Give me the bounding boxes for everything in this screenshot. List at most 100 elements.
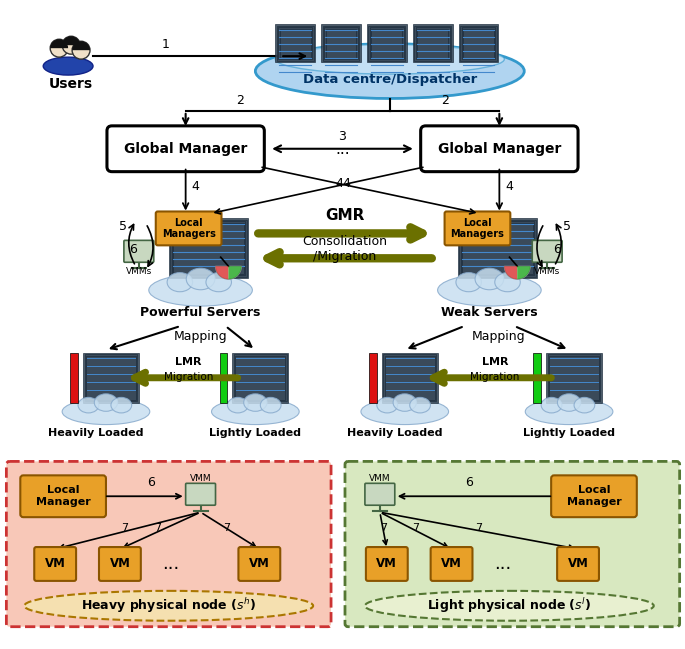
Text: 6: 6	[147, 476, 155, 489]
FancyBboxPatch shape	[557, 547, 599, 581]
FancyBboxPatch shape	[238, 547, 280, 581]
Text: Local
Managers: Local Managers	[451, 217, 504, 239]
FancyBboxPatch shape	[6, 461, 331, 627]
Text: 6: 6	[466, 476, 473, 489]
Text: 4: 4	[506, 180, 513, 193]
FancyBboxPatch shape	[21, 475, 106, 517]
Bar	[70, 353, 78, 402]
Text: LMR: LMR	[175, 357, 202, 367]
Bar	[325, 29, 356, 58]
Ellipse shape	[256, 43, 524, 99]
Text: Heavily Loaded: Heavily Loaded	[48, 428, 144, 437]
Bar	[458, 219, 537, 278]
Ellipse shape	[541, 397, 562, 413]
FancyBboxPatch shape	[366, 547, 408, 581]
Ellipse shape	[574, 397, 595, 413]
Text: VM: VM	[568, 557, 588, 570]
Bar	[462, 223, 533, 274]
Text: 7: 7	[412, 522, 419, 533]
Bar	[458, 24, 499, 62]
Ellipse shape	[43, 57, 93, 75]
Bar	[324, 27, 358, 59]
Text: VM: VM	[45, 557, 66, 570]
Bar	[548, 354, 601, 401]
Ellipse shape	[212, 398, 299, 424]
Text: 5: 5	[119, 221, 127, 234]
Text: Users: Users	[49, 77, 93, 91]
Text: GMR: GMR	[325, 208, 364, 223]
Ellipse shape	[206, 273, 232, 292]
FancyBboxPatch shape	[532, 240, 562, 262]
Text: Lightly Loaded: Lightly Loaded	[523, 428, 615, 437]
Ellipse shape	[475, 268, 503, 289]
Ellipse shape	[186, 268, 215, 289]
Ellipse shape	[95, 394, 118, 411]
Bar	[277, 26, 314, 60]
Ellipse shape	[167, 273, 192, 292]
Bar	[83, 353, 139, 402]
Bar	[84, 354, 137, 401]
Bar	[236, 356, 285, 400]
Ellipse shape	[149, 275, 252, 306]
Text: 2: 2	[440, 94, 449, 107]
Bar	[369, 353, 377, 402]
Ellipse shape	[227, 397, 248, 413]
FancyBboxPatch shape	[365, 484, 395, 505]
Text: 7: 7	[223, 522, 231, 533]
FancyBboxPatch shape	[551, 475, 637, 517]
Text: 6: 6	[553, 243, 561, 256]
Text: ...: ...	[162, 555, 179, 573]
Bar	[460, 26, 497, 60]
Bar	[462, 27, 495, 59]
Text: Weak Servers: Weak Servers	[441, 306, 538, 319]
Ellipse shape	[24, 591, 313, 620]
Text: ...: ...	[494, 555, 511, 573]
Ellipse shape	[393, 394, 416, 411]
FancyBboxPatch shape	[421, 126, 578, 171]
Text: Migration: Migration	[164, 372, 213, 382]
Bar	[219, 353, 227, 402]
Ellipse shape	[410, 397, 430, 413]
Text: ...: ...	[335, 141, 350, 157]
Text: VM: VM	[441, 557, 462, 570]
Wedge shape	[504, 266, 530, 279]
Text: Global Manager: Global Manager	[438, 141, 561, 156]
Ellipse shape	[438, 275, 541, 306]
Bar	[533, 353, 541, 402]
Text: 1: 1	[162, 38, 170, 51]
Bar	[173, 223, 244, 274]
Ellipse shape	[365, 591, 653, 620]
Text: 7: 7	[121, 522, 129, 533]
Text: 5: 5	[563, 221, 571, 234]
Text: VMM: VMM	[190, 474, 212, 483]
Ellipse shape	[78, 397, 99, 413]
Bar	[417, 29, 448, 58]
Bar	[278, 27, 312, 59]
Text: 3: 3	[338, 130, 347, 143]
FancyBboxPatch shape	[445, 212, 510, 245]
Ellipse shape	[275, 44, 504, 74]
Ellipse shape	[111, 397, 132, 413]
Wedge shape	[216, 266, 241, 279]
Ellipse shape	[377, 397, 397, 413]
FancyBboxPatch shape	[124, 240, 153, 262]
FancyBboxPatch shape	[431, 547, 473, 581]
Bar	[275, 24, 315, 62]
Wedge shape	[504, 266, 517, 279]
Text: Lightly Loaded: Lightly Loaded	[210, 428, 301, 437]
Bar	[371, 29, 402, 58]
Text: Heavy physical node ($s^h$): Heavy physical node ($s^h$)	[82, 596, 256, 615]
Text: Heavily Loaded: Heavily Loaded	[347, 428, 443, 437]
Circle shape	[50, 39, 68, 57]
Text: Data centre/Dispatcher: Data centre/Dispatcher	[303, 73, 477, 86]
Bar	[413, 24, 453, 62]
Text: VM: VM	[249, 557, 270, 570]
Bar	[382, 353, 438, 402]
Wedge shape	[62, 36, 80, 45]
Text: Global Manager: Global Manager	[124, 141, 247, 156]
FancyBboxPatch shape	[186, 484, 216, 505]
Bar	[463, 29, 494, 58]
Ellipse shape	[456, 273, 482, 292]
Ellipse shape	[62, 398, 150, 424]
Wedge shape	[229, 266, 241, 279]
